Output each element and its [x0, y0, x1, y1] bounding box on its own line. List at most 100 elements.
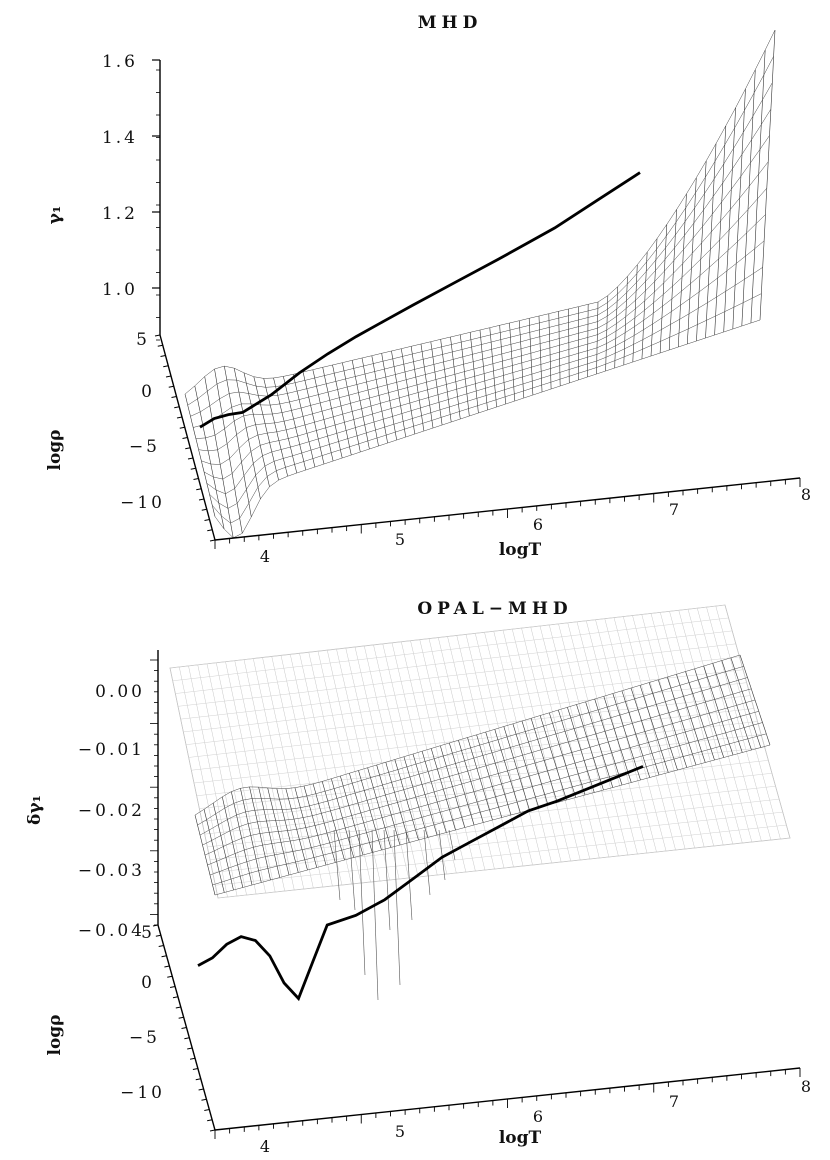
zero-plane-line [180, 656, 740, 720]
mesh-line [371, 355, 388, 444]
mesh-line [202, 688, 752, 846]
y-minor-tick [185, 447, 191, 450]
surface-opal-mhd [194, 654, 771, 1001]
mesh-line [732, 88, 746, 330]
y-minor-tick [171, 396, 177, 398]
mesh-line [687, 177, 697, 345]
y-minor-tick [179, 426, 185, 429]
mesh-line [587, 304, 589, 378]
spike [383, 829, 391, 931]
spike [423, 829, 431, 896]
x-tick-label: 6 [533, 515, 543, 534]
mesh-line [420, 343, 434, 429]
y-minor-tick [192, 1068, 198, 1070]
mesh-line [273, 377, 298, 474]
x-tick-label: 5 [395, 1122, 405, 1141]
mesh-line [632, 264, 638, 363]
mesh-line [184, 394, 216, 517]
zero-plane-line [177, 643, 736, 707]
y-minor-tick [196, 488, 202, 491]
mesh-line [214, 368, 243, 534]
mesh-line [332, 364, 352, 456]
y-minor-tick [175, 1006, 181, 1009]
spike [371, 829, 379, 1001]
mesh-line [263, 378, 288, 477]
mesh-line [714, 125, 727, 336]
y-minor-tick [181, 1027, 187, 1029]
mesh-line [650, 238, 658, 357]
x-tick-label: 8 [801, 485, 811, 504]
mesh-line [381, 353, 397, 441]
mesh-line [199, 677, 748, 836]
mesh-line [596, 301, 599, 375]
y-minor-tick [204, 519, 210, 521]
mesh-line [214, 744, 771, 896]
mesh-line [195, 135, 770, 439]
mesh-line [558, 311, 561, 387]
mesh-line [198, 161, 769, 452]
spike [348, 829, 356, 911]
y-tick-label: 5 [136, 330, 150, 350]
x-tick-label: 8 [801, 1077, 811, 1096]
z-axis-label-opal-mhd: δγ₁ [25, 795, 45, 825]
panel-title-opal-mhd: OPAL−MHD [417, 599, 572, 619]
spike [405, 829, 413, 921]
zero-plane [169, 604, 791, 899]
y-tick-label: 0 [141, 973, 155, 993]
y-tick-label: −5 [129, 1028, 160, 1048]
y-minor-tick [193, 478, 199, 480]
mesh-line [723, 107, 736, 333]
x-axis-label-opal-mhd: logT [499, 1128, 542, 1148]
mesh-line [209, 722, 763, 876]
mesh-line [283, 376, 307, 471]
mesh-line [391, 350, 407, 438]
zero-plane-line [172, 617, 729, 682]
mesh-line [519, 320, 525, 399]
mesh-line [243, 372, 270, 487]
mesh-line [623, 276, 628, 366]
x-tick-label: 5 [395, 530, 405, 549]
y-minor-tick [209, 539, 216, 542]
mesh-line [499, 325, 506, 405]
z-tick-label: 0.00 [95, 682, 145, 702]
mesh-line [401, 348, 416, 435]
mesh-line [641, 252, 648, 360]
y-minor-tick [198, 1088, 204, 1091]
y-minor-tick [172, 996, 179, 999]
y-tick-label: −10 [120, 1083, 165, 1103]
y-minor-tick [167, 975, 173, 978]
y-minor-tick [209, 1129, 216, 1132]
y-minor-tick [157, 344, 163, 347]
z-tick-label: 1.2 [102, 204, 138, 224]
mesh-line [312, 369, 334, 462]
mesh-line [538, 315, 543, 393]
z-tick-label: −0.02 [78, 801, 145, 821]
mesh-line [203, 214, 766, 480]
z-tick-label: −0.03 [78, 861, 145, 881]
z-tick-label: 1.4 [102, 128, 138, 148]
y-minor-tick [178, 1016, 184, 1019]
mesh-line [193, 108, 772, 428]
mesh-line [201, 188, 767, 465]
mesh-line [430, 341, 443, 426]
y-tick-label: −10 [120, 493, 165, 513]
mesh-line [184, 29, 776, 395]
axes-mhd [152, 59, 801, 549]
mesh-line [469, 332, 479, 414]
curve-mhd [199, 171, 641, 429]
y-minor-tick [168, 385, 174, 388]
spike [333, 829, 341, 901]
y-minor-tick [184, 1037, 190, 1040]
mesh-line [548, 313, 552, 390]
mesh-line [209, 267, 763, 509]
zero-plane-line [217, 837, 791, 899]
mesh-line [187, 56, 774, 406]
y-minor-tick [163, 365, 169, 368]
x-tick-label: 4 [260, 1137, 270, 1156]
mesh-line [705, 143, 717, 339]
y-minor-tick [190, 467, 196, 470]
y-minor-tick [154, 334, 161, 337]
z-tick-label: 1.6 [102, 52, 138, 72]
spike [358, 829, 366, 976]
